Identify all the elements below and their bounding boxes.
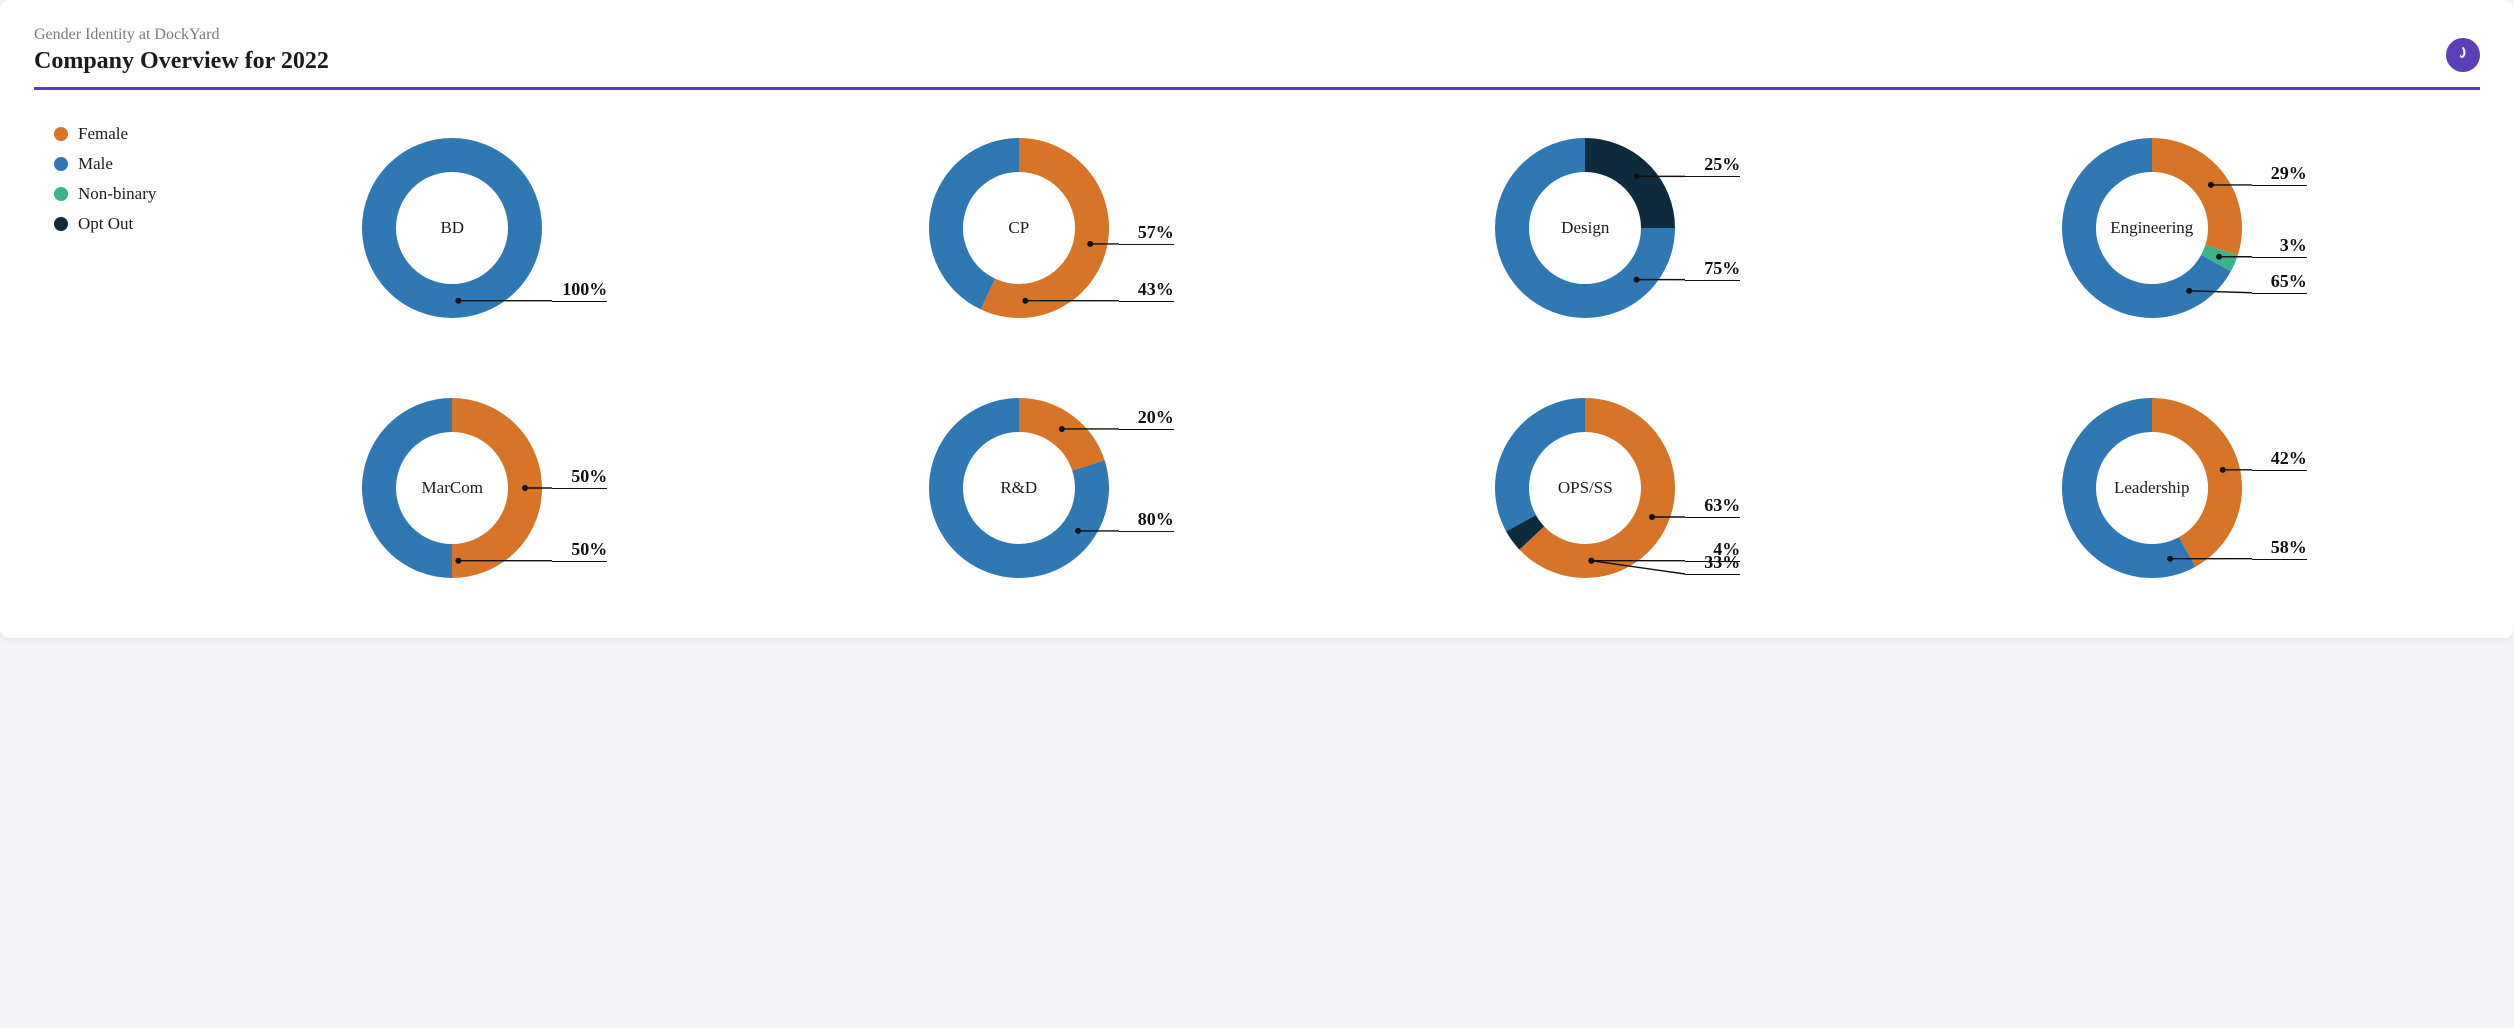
donut-segment-optout bbox=[1521, 523, 1532, 538]
chart-bd: 100%BD bbox=[234, 118, 781, 338]
legend-swatch-icon bbox=[54, 127, 68, 141]
legend-item-nonbinary: Non-binary bbox=[54, 184, 224, 204]
donut-center-label: OPS/SS bbox=[1558, 478, 1613, 498]
legend-label: Non-binary bbox=[78, 184, 156, 204]
donut-wrap: 63%4%33%OPS/SS bbox=[1490, 378, 1790, 598]
donut-wrap: 57%43%CP bbox=[924, 118, 1224, 338]
donut-svg bbox=[1490, 128, 1790, 328]
donut-center-label: BD bbox=[440, 218, 464, 238]
legend-label: Male bbox=[78, 154, 113, 174]
donut-center-label: Engineering bbox=[2110, 218, 2193, 238]
legend-swatch-icon bbox=[54, 157, 68, 171]
legend-swatch-icon bbox=[54, 217, 68, 231]
dashboard-page: Gender Identity at DockYard Company Over… bbox=[0, 0, 2514, 638]
donut-svg bbox=[2057, 128, 2357, 328]
chart-engineering: 29%3%65%Engineering bbox=[1934, 118, 2481, 338]
legend: Female Male Non-binary Opt Out bbox=[34, 118, 224, 598]
donut-center-label: R&D bbox=[1000, 478, 1037, 498]
chart-opsss: 63%4%33%OPS/SS bbox=[1367, 378, 1914, 598]
chart-leadership: 42%58%Leadership bbox=[1934, 378, 2481, 598]
chart-design: 25%75%Design bbox=[1367, 118, 1914, 338]
donut-center-label: Leadership bbox=[2114, 478, 2190, 498]
donut-segment-female bbox=[988, 155, 1092, 301]
donut-wrap: 50%50%MarCom bbox=[357, 378, 657, 598]
donut-svg bbox=[357, 388, 657, 588]
donut-center-label: Design bbox=[1561, 218, 1609, 238]
chart-rnd: 20%80%R&D bbox=[801, 378, 1348, 598]
chart-marcom: 50%50%MarCom bbox=[234, 378, 781, 598]
donut-svg bbox=[1490, 388, 1790, 588]
brand-logo-icon bbox=[2446, 38, 2480, 72]
legend-item-male: Male bbox=[54, 154, 224, 174]
header-divider bbox=[34, 87, 2480, 90]
donut-wrap: 42%58%Leadership bbox=[2057, 378, 2357, 598]
page-eyebrow: Gender Identity at DockYard bbox=[34, 26, 2480, 44]
donut-center-label: MarCom bbox=[422, 478, 483, 498]
donut-segment-female bbox=[1019, 415, 1088, 465]
donut-svg bbox=[357, 128, 657, 328]
donut-wrap: 25%75%Design bbox=[1490, 118, 1790, 338]
donut-wrap: 100%BD bbox=[357, 118, 657, 338]
legend-item-female: Female bbox=[54, 124, 224, 144]
donut-center-label: CP bbox=[1008, 218, 1029, 238]
donut-svg bbox=[2057, 388, 2357, 588]
chart-cp: 57%43%CP bbox=[801, 118, 1348, 338]
legend-label: Female bbox=[78, 124, 128, 144]
page-title: Company Overview for 2022 bbox=[34, 48, 2480, 75]
dashboard-body: Female Male Non-binary Opt Out 100%BD 57%43%… bbox=[34, 118, 2480, 598]
charts-grid: 100%BD 57%43%CP 25%75%Design 29%3%65%Engine… bbox=[234, 118, 2480, 598]
legend-label: Opt Out bbox=[78, 214, 133, 234]
donut-wrap: 20%80%R&D bbox=[924, 378, 1224, 598]
legend-item-optout: Opt Out bbox=[54, 214, 224, 234]
donut-wrap: 29%3%65%Engineering bbox=[2057, 118, 2357, 338]
donut-svg bbox=[924, 128, 1224, 328]
donut-segment-male bbox=[1512, 415, 1585, 523]
legend-swatch-icon bbox=[54, 187, 68, 201]
donut-svg bbox=[924, 388, 1224, 588]
